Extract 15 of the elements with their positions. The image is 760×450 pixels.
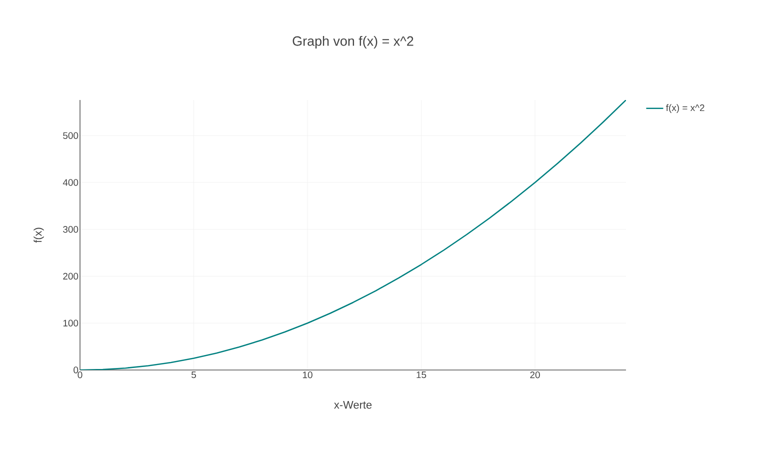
y-tick-label: 400 xyxy=(62,179,78,186)
chart-title: Graph von f(x) = x^2 xyxy=(292,36,414,48)
legend-label: f(x) = x^2 xyxy=(666,104,704,113)
y-tick-label: 500 xyxy=(63,132,78,139)
y-tick-label: 0 xyxy=(74,366,78,374)
y-axis-title: f(x) xyxy=(34,228,44,243)
y-tick-label: 100 xyxy=(63,320,78,326)
y-tick-label: 200 xyxy=(63,272,78,280)
line-series xyxy=(80,100,626,370)
x-tick-label: 20 xyxy=(530,372,540,378)
y-tick-label: 300 xyxy=(63,226,78,233)
x-tick-label: 10 xyxy=(302,372,312,378)
x-tick-label: 15 xyxy=(416,372,426,378)
x-axis-title: x-Werte xyxy=(334,401,372,409)
x-tick-label: 5 xyxy=(192,372,196,378)
